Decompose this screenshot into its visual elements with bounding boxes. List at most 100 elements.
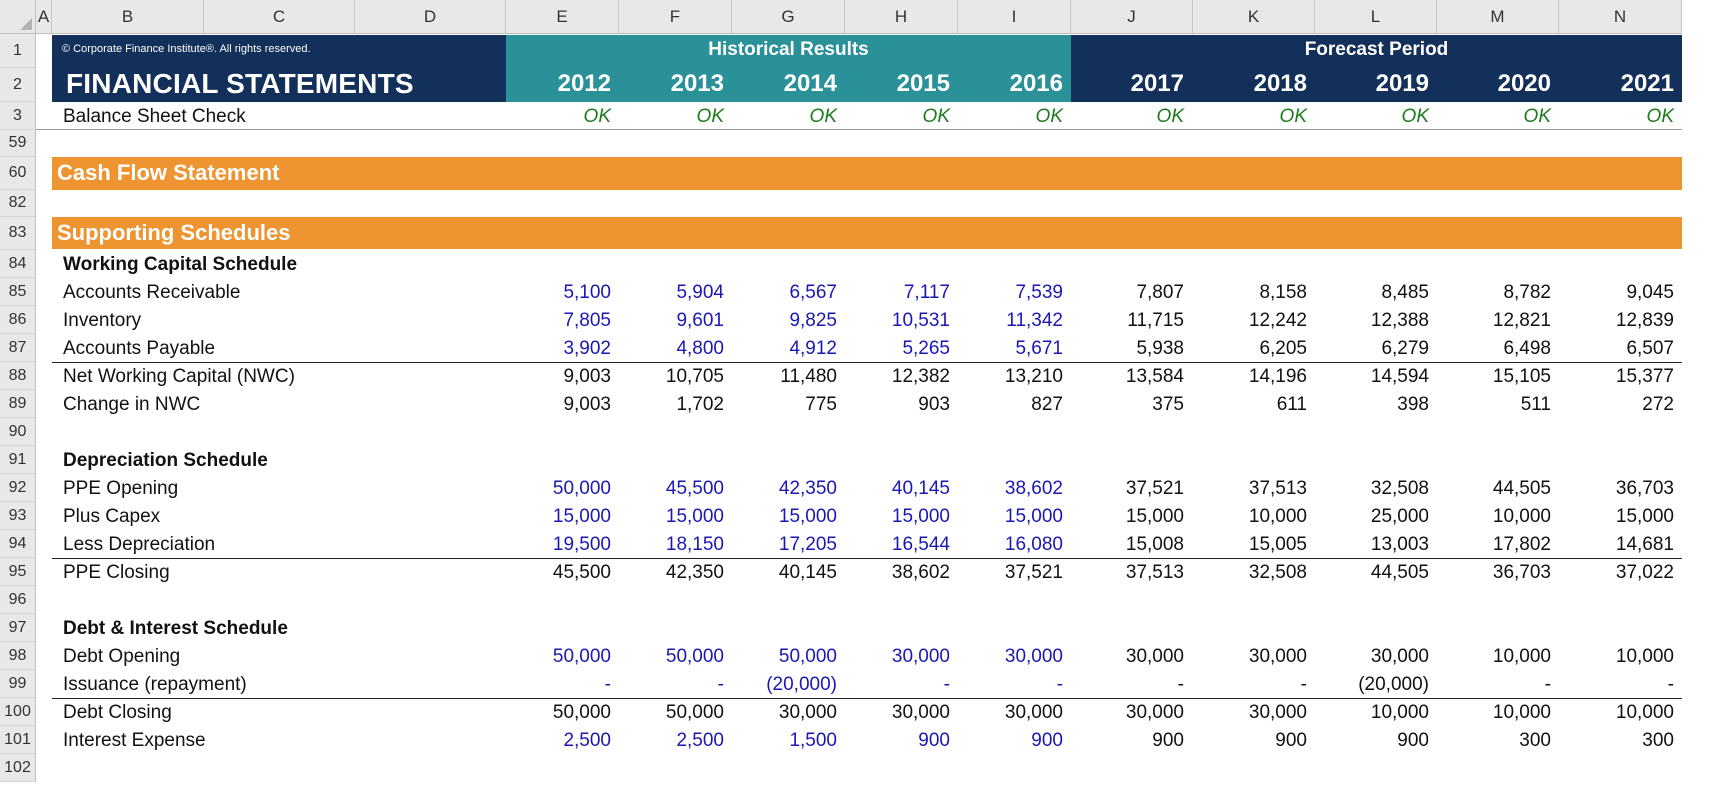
value-cell[interactable]: 611 xyxy=(1276,394,1307,415)
value-cell[interactable]: 15,000 xyxy=(1125,506,1184,527)
value-cell[interactable]: 14,681 xyxy=(1615,534,1674,555)
value-cell[interactable]: 30,000 xyxy=(1248,702,1307,723)
value-cell[interactable]: - xyxy=(1300,674,1307,695)
value-cell[interactable]: 11,342 xyxy=(1006,310,1063,331)
row-header-83[interactable]: 83 xyxy=(0,217,36,250)
value-cell[interactable]: 37,513 xyxy=(1248,478,1307,499)
value-cell[interactable]: 398 xyxy=(1397,394,1429,415)
value-cell[interactable]: 10,705 xyxy=(665,366,724,387)
value-cell[interactable]: 6,205 xyxy=(1259,338,1307,359)
row-label[interactable]: Change in NWC xyxy=(63,394,201,415)
value-cell[interactable]: 7,807 xyxy=(1136,282,1184,303)
value-cell[interactable]: 827 xyxy=(1031,394,1063,415)
value-cell[interactable]: 15,000 xyxy=(552,506,611,527)
check-value[interactable]: OK xyxy=(1401,106,1429,127)
value-cell[interactable]: 38,602 xyxy=(1004,478,1063,499)
value-cell[interactable]: 30,000 xyxy=(891,646,950,667)
value-cell[interactable]: 12,839 xyxy=(1615,310,1674,331)
row-header-93[interactable]: 93 xyxy=(0,502,36,530)
column-header-B[interactable]: B xyxy=(52,0,204,34)
value-cell[interactable]: 17,205 xyxy=(778,534,837,555)
value-cell[interactable]: - xyxy=(717,674,724,695)
value-cell[interactable]: 511 xyxy=(1520,394,1551,415)
value-cell[interactable]: 18,150 xyxy=(665,534,724,555)
value-cell[interactable]: 25,000 xyxy=(1370,506,1429,527)
value-cell[interactable]: - xyxy=(943,674,950,695)
value-cell[interactable]: 30,000 xyxy=(891,702,950,723)
value-cell[interactable]: 10,531 xyxy=(891,310,950,331)
value-cell[interactable]: 36,703 xyxy=(1492,562,1551,583)
value-cell[interactable]: 13,584 xyxy=(1125,366,1184,387)
value-cell[interactable]: 40,145 xyxy=(778,562,837,583)
value-cell[interactable]: 12,242 xyxy=(1248,310,1307,331)
check-value[interactable]: OK xyxy=(583,106,611,127)
value-cell[interactable]: 12,821 xyxy=(1492,310,1551,331)
value-cell[interactable]: 8,158 xyxy=(1259,282,1307,303)
row-header-102[interactable]: 102 xyxy=(0,754,36,782)
value-cell[interactable]: 10,000 xyxy=(1615,646,1674,667)
value-cell[interactable]: 10,000 xyxy=(1492,506,1551,527)
value-cell[interactable]: 30,000 xyxy=(1125,702,1184,723)
column-header-L[interactable]: L xyxy=(1315,0,1437,34)
value-cell[interactable]: 11,480 xyxy=(780,366,837,387)
row-header-2[interactable]: 2 xyxy=(0,68,36,102)
value-cell[interactable]: 32,508 xyxy=(1248,562,1307,583)
row-header-86[interactable]: 86 xyxy=(0,306,36,334)
value-cell[interactable]: 30,000 xyxy=(1370,646,1429,667)
schedule-title[interactable]: Working Capital Schedule xyxy=(63,254,298,275)
value-cell[interactable]: 40,145 xyxy=(891,478,950,499)
value-cell[interactable]: 7,805 xyxy=(563,310,611,331)
row-header-94[interactable]: 94 xyxy=(0,530,36,558)
row-header-100[interactable]: 100 xyxy=(0,698,36,726)
row-header-92[interactable]: 92 xyxy=(0,474,36,502)
value-cell[interactable]: - xyxy=(1667,674,1674,695)
value-cell[interactable]: 15,000 xyxy=(778,506,837,527)
value-cell[interactable]: 10,000 xyxy=(1370,702,1429,723)
value-cell[interactable]: 36,703 xyxy=(1615,478,1674,499)
row-label[interactable]: PPE Closing xyxy=(63,562,170,583)
value-cell[interactable]: 50,000 xyxy=(552,702,611,723)
value-cell[interactable]: 15,000 xyxy=(1004,506,1063,527)
value-cell[interactable]: 12,382 xyxy=(891,366,950,387)
check-value[interactable]: OK xyxy=(1646,106,1674,127)
row-header-82[interactable]: 82 xyxy=(0,190,36,217)
column-header-G[interactable]: G xyxy=(732,0,845,34)
row-label[interactable]: Debt Opening xyxy=(63,646,181,667)
value-cell[interactable]: 50,000 xyxy=(552,646,611,667)
value-cell[interactable]: 7,117 xyxy=(903,282,950,303)
value-cell[interactable]: 4,800 xyxy=(676,338,724,359)
value-cell[interactable]: 10,000 xyxy=(1615,702,1674,723)
value-cell[interactable]: 9,825 xyxy=(789,310,837,331)
check-value[interactable]: OK xyxy=(922,106,950,127)
value-cell[interactable]: 37,022 xyxy=(1615,562,1674,583)
value-cell[interactable]: 5,265 xyxy=(902,338,950,359)
value-cell[interactable]: 50,000 xyxy=(665,646,724,667)
check-value[interactable]: OK xyxy=(1035,106,1063,127)
value-cell[interactable]: 5,904 xyxy=(676,282,724,303)
value-cell[interactable]: 9,003 xyxy=(563,394,611,415)
value-cell[interactable]: 1,702 xyxy=(676,394,724,415)
value-cell[interactable]: 6,279 xyxy=(1381,338,1429,359)
value-cell[interactable]: 12,388 xyxy=(1370,310,1429,331)
value-cell[interactable]: 30,000 xyxy=(1125,646,1184,667)
value-cell[interactable]: 14,196 xyxy=(1248,366,1307,387)
row-header-89[interactable]: 89 xyxy=(0,390,36,418)
row-header-88[interactable]: 88 xyxy=(0,362,36,390)
value-cell[interactable]: 903 xyxy=(918,394,950,415)
row-label[interactable]: Balance Sheet Check xyxy=(63,106,246,127)
value-cell[interactable]: 45,500 xyxy=(665,478,724,499)
value-cell[interactable]: 13,210 xyxy=(1004,366,1063,387)
check-value[interactable]: OK xyxy=(696,106,724,127)
value-cell[interactable]: 775 xyxy=(805,394,837,415)
row-label[interactable]: PPE Opening xyxy=(63,478,179,499)
row-label[interactable]: Debt Closing xyxy=(63,702,172,723)
value-cell[interactable]: 5,938 xyxy=(1136,338,1184,359)
value-cell[interactable]: 32,508 xyxy=(1370,478,1429,499)
value-cell[interactable]: 7,539 xyxy=(1015,282,1063,303)
column-header-A[interactable]: A xyxy=(36,0,52,34)
value-cell[interactable]: 5,100 xyxy=(563,282,611,303)
value-cell[interactable]: 9,003 xyxy=(563,366,611,387)
row-label[interactable]: Accounts Receivable xyxy=(63,282,241,303)
value-cell[interactable]: 30,000 xyxy=(778,702,837,723)
